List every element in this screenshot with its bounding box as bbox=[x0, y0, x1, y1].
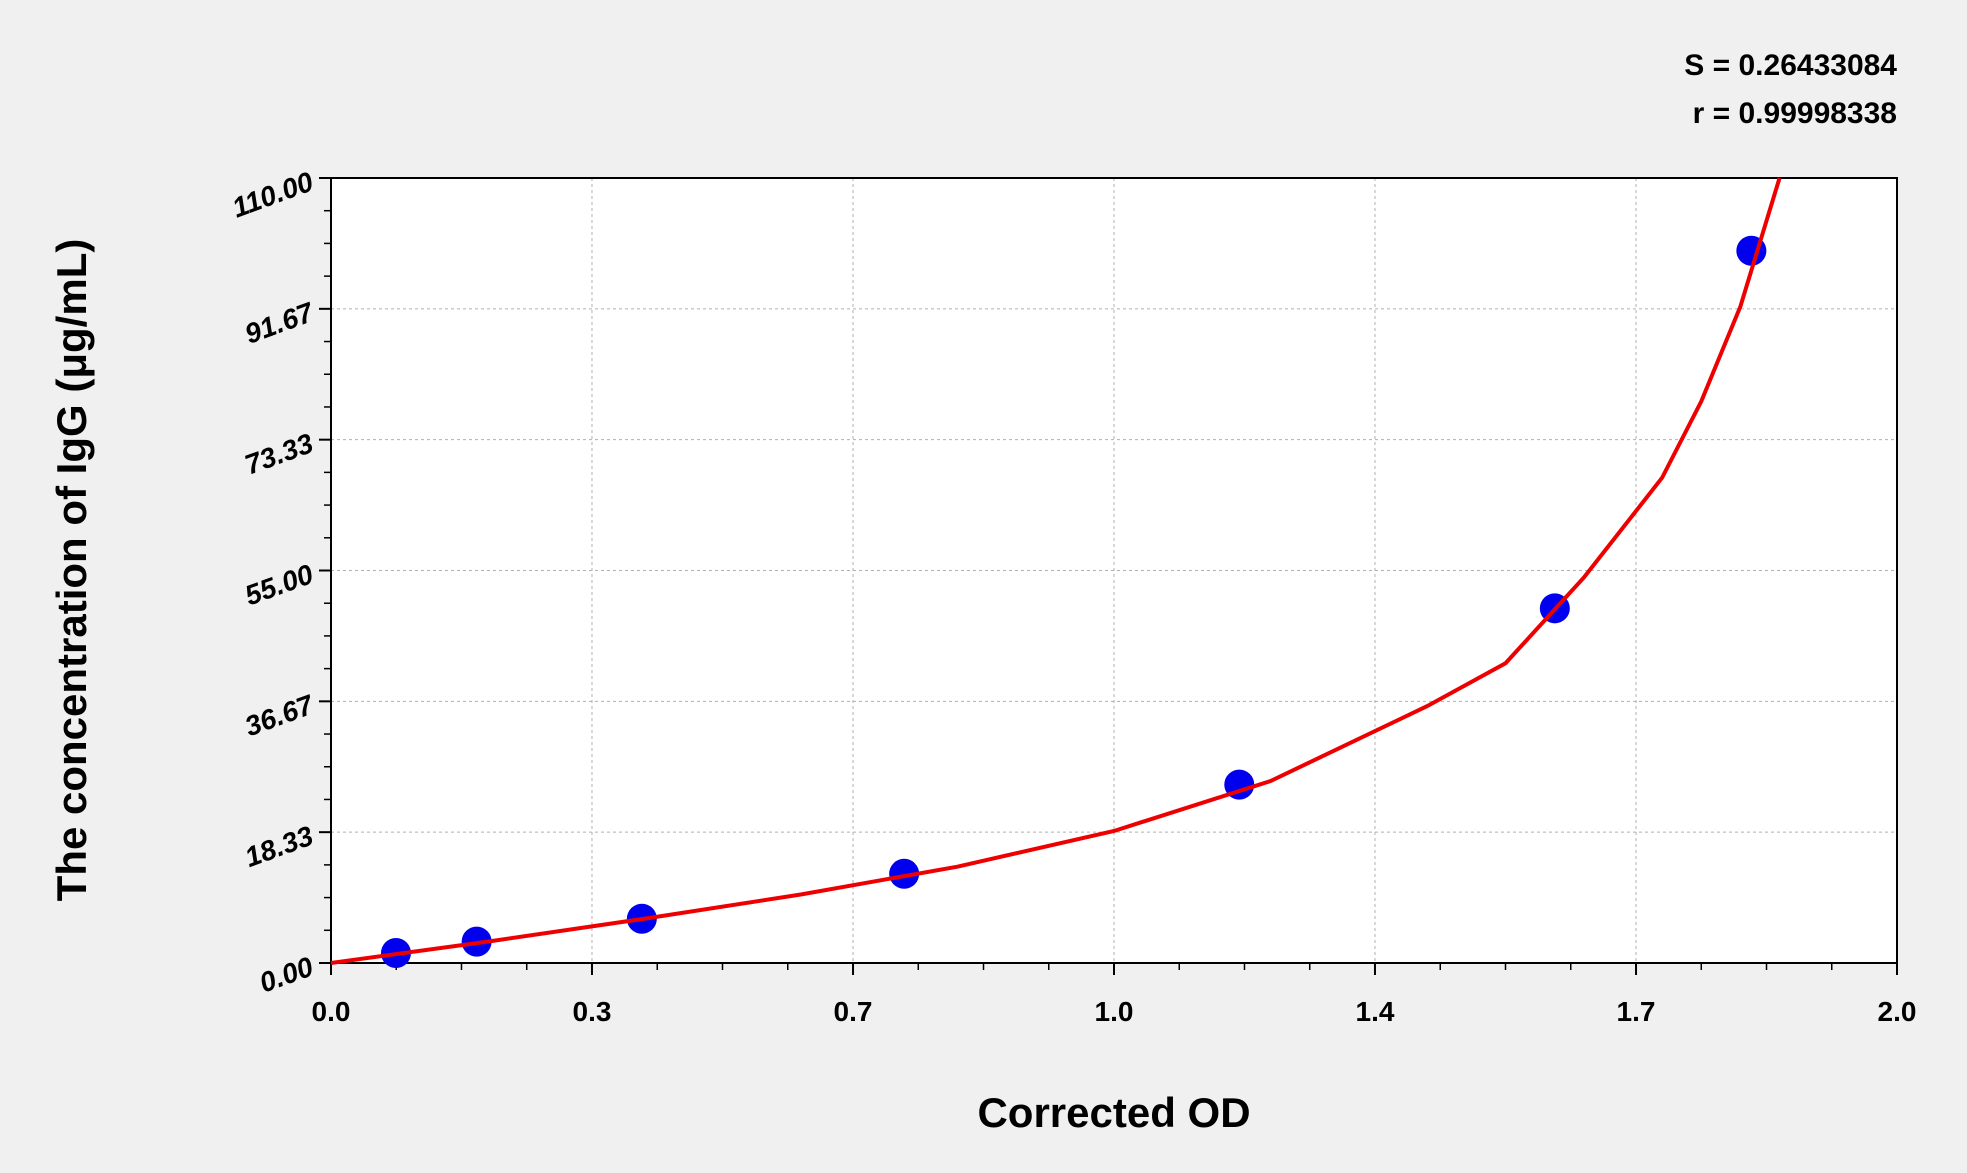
y-tick-label: 91.67 bbox=[241, 296, 319, 350]
annotation: S = 0.26433084 bbox=[1684, 49, 1897, 82]
y-tick-label: 18.33 bbox=[241, 820, 318, 873]
y-tick-label: 0.00 bbox=[255, 951, 317, 999]
x-tick-label: 2.0 bbox=[1878, 996, 1917, 1027]
y-tick-label: 73.33 bbox=[241, 427, 318, 480]
x-tick-label: 0.3 bbox=[573, 996, 612, 1027]
y-axis-title: The concentration of IgG (μg/mL) bbox=[48, 239, 95, 902]
y-tick-label: 36.67 bbox=[241, 689, 319, 743]
fit-curve bbox=[330, 177, 1782, 965]
x-tick-label: 1.4 bbox=[1356, 996, 1395, 1027]
x-tick-label: 1.0 bbox=[1095, 996, 1134, 1027]
plot-frame bbox=[330, 177, 1898, 964]
x-tick-label: 1.7 bbox=[1617, 996, 1656, 1027]
y-tick-label: 55.00 bbox=[241, 558, 318, 611]
y-tick-label: 110.00 bbox=[228, 166, 318, 224]
x-tick-label: 0.7 bbox=[834, 996, 873, 1027]
x-axis-title: Corrected OD bbox=[977, 1089, 1250, 1136]
data-point bbox=[889, 858, 920, 889]
x-tick-label: 0.0 bbox=[312, 996, 351, 1027]
annotation: r = 0.99998338 bbox=[1693, 97, 1897, 130]
